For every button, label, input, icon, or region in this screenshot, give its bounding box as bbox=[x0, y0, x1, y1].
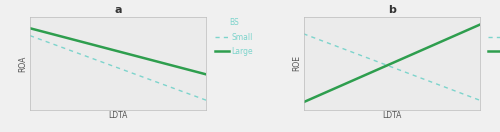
Title: a: a bbox=[114, 5, 122, 15]
Legend: Small, Large: Small, Large bbox=[486, 15, 500, 59]
X-axis label: LDTA: LDTA bbox=[382, 111, 402, 120]
Y-axis label: ROA: ROA bbox=[18, 55, 27, 72]
X-axis label: LDTA: LDTA bbox=[108, 111, 128, 120]
Legend: Small, Large: Small, Large bbox=[212, 15, 256, 59]
Y-axis label: ROE: ROE bbox=[292, 55, 301, 71]
Title: b: b bbox=[388, 5, 396, 15]
